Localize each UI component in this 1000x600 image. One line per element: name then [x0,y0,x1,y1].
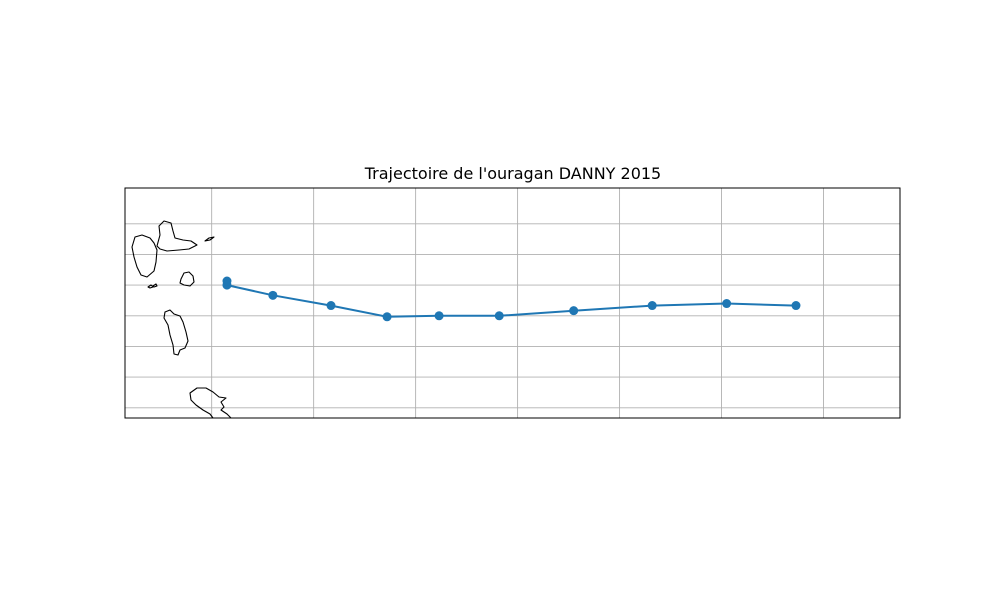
track-point-6 [382,312,392,322]
martinique-coastline [189,387,232,418]
marie-galante-coastline [179,271,195,287]
map-title: Trajectoire de l'ouragan DANNY 2015 [364,164,661,183]
track-point-3 [569,306,579,316]
guadeloupe-grande-terre-coastline [156,220,198,252]
gridlines [125,188,900,418]
map-frame [124,187,901,419]
track-point-2 [647,301,657,311]
guadeloupe-basse-terre-coastline [131,234,158,278]
coastlines [131,220,232,418]
track-point-10 [222,276,232,286]
track-point-5 [434,311,444,321]
map-area [125,188,900,418]
track-point-1 [722,299,732,309]
les-saintes-coastline [147,283,158,289]
track-point-7 [326,301,336,311]
hurricane-track [222,276,801,322]
dominica-coastline [163,309,189,356]
la-desirade-coastline [204,236,215,242]
track-point-4 [494,311,504,321]
track-point-0 [791,301,801,311]
track-point-8 [268,290,278,300]
